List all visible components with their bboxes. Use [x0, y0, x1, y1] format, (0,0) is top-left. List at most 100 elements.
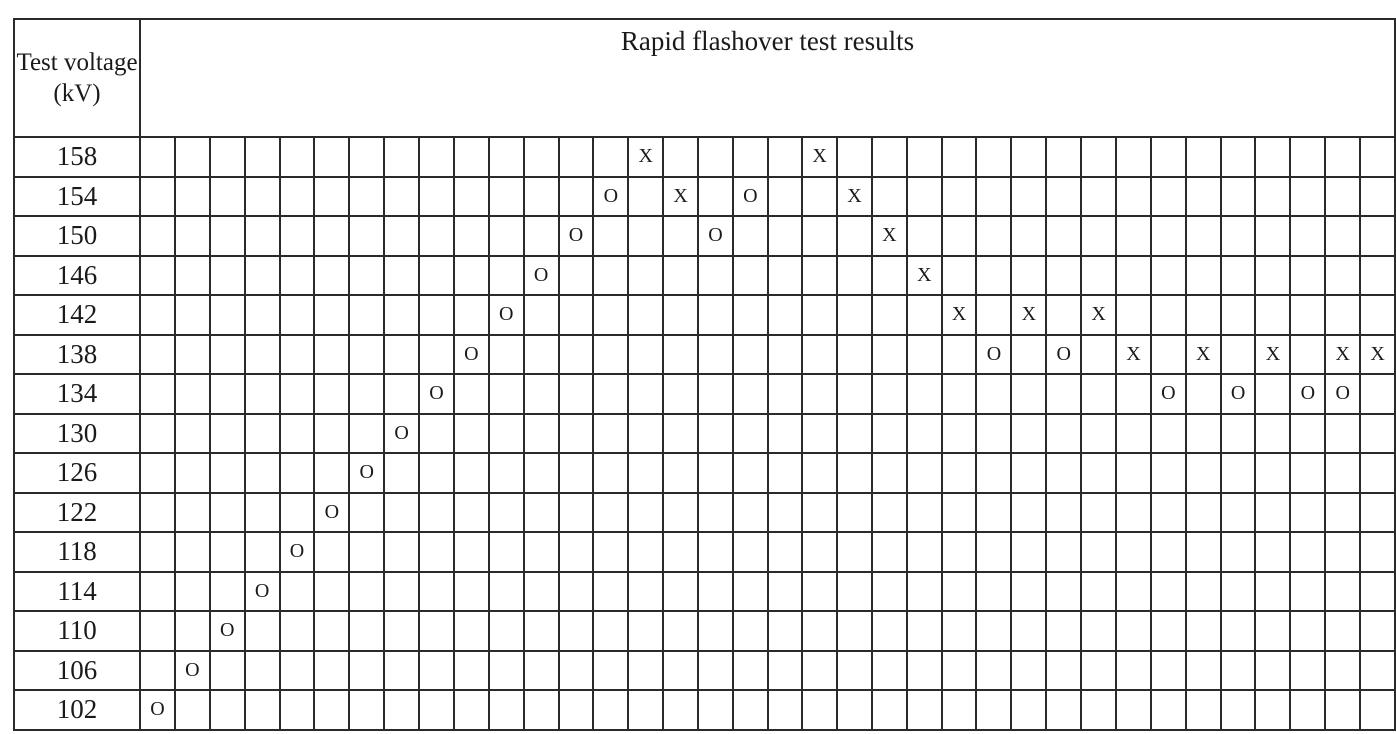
result-cell [348, 333, 386, 375]
result-cell [835, 412, 873, 454]
result-cell [1045, 689, 1083, 731]
result-cell [975, 452, 1013, 494]
result-cell [1324, 175, 1362, 217]
result-cell [208, 175, 246, 217]
result-cell [835, 294, 873, 336]
result-cell [452, 689, 490, 731]
result-cell [1149, 333, 1187, 375]
result-cell [522, 175, 560, 217]
result-cell [173, 254, 211, 296]
result-cell [1219, 610, 1257, 652]
result-cell [766, 373, 804, 415]
result-cell [1010, 412, 1048, 454]
result-cell [1219, 175, 1257, 217]
result-cell [452, 610, 490, 652]
result-cell [313, 689, 351, 731]
result-cell [418, 649, 455, 691]
result-cell [557, 452, 595, 494]
result-cell [348, 610, 386, 652]
result-cell [627, 649, 665, 691]
result-cell [801, 215, 838, 257]
result-cell [173, 294, 211, 336]
result-cell [1114, 531, 1152, 573]
result-cell [940, 254, 978, 296]
result-cell [870, 491, 908, 533]
result-cell [1010, 689, 1048, 731]
result-cell [139, 254, 176, 296]
result-cell [1324, 136, 1362, 178]
result-cell [1254, 412, 1292, 454]
result-cell [766, 175, 804, 217]
result-cell [278, 373, 316, 415]
result-cell [487, 136, 525, 178]
result-cell [1149, 610, 1187, 652]
result-cell [173, 610, 211, 652]
result-cell [905, 373, 943, 415]
result-cell [870, 373, 908, 415]
result-cell: O [975, 333, 1013, 375]
table-row: 134 O O O O O [12, 373, 1396, 415]
result-cell [522, 531, 560, 573]
result-cell [731, 294, 769, 336]
result-cell [348, 412, 386, 454]
result-cell [1114, 294, 1152, 336]
result-cell: X [905, 254, 943, 296]
result-cell [418, 333, 455, 375]
result-cell [870, 254, 908, 296]
result-cell [1010, 570, 1048, 612]
result-cell: O [697, 215, 734, 257]
result-cell [418, 452, 455, 494]
result-cell [1149, 412, 1187, 454]
result-cell [452, 531, 490, 573]
result-cell [1080, 373, 1117, 415]
result-cell [418, 412, 455, 454]
result-cell [1114, 412, 1152, 454]
result-cell [173, 689, 211, 731]
result-cell [975, 175, 1013, 217]
result-cell [592, 452, 630, 494]
result-cell [1359, 452, 1396, 494]
result-cell [766, 136, 804, 178]
result-cell [522, 333, 560, 375]
result-cell [418, 491, 455, 533]
result-cell [243, 175, 281, 217]
result-cell [1114, 215, 1152, 257]
result-cell [208, 254, 246, 296]
result-cell [731, 333, 769, 375]
result-cell [1324, 215, 1362, 257]
result-cell [278, 294, 316, 336]
result-cell [731, 412, 769, 454]
result-cell [940, 491, 978, 533]
result-cell [905, 610, 943, 652]
result-cell: X [662, 175, 700, 217]
result-cell [139, 215, 176, 257]
result-cell [662, 373, 700, 415]
result-cell [766, 412, 804, 454]
result-cell [1289, 412, 1327, 454]
result-cell [1149, 649, 1187, 691]
result-cell [1184, 531, 1222, 573]
result-cell [731, 254, 769, 296]
result-cell [1289, 136, 1327, 178]
result-cell [557, 689, 595, 731]
result-cell [348, 689, 386, 731]
result-cell [452, 373, 490, 415]
result-cell: O [731, 175, 769, 217]
result-cell: O [278, 531, 316, 573]
result-cell [835, 689, 873, 731]
result-cell: X [1080, 294, 1117, 336]
result-cell [592, 254, 630, 296]
result-cell [801, 452, 838, 494]
result-cell: X [1324, 333, 1362, 375]
result-cell [243, 333, 281, 375]
voltage-cell: 146 [12, 254, 142, 296]
result-cell [173, 491, 211, 533]
result-cell [801, 610, 838, 652]
result-cell [1080, 610, 1117, 652]
result-cell [801, 294, 838, 336]
result-cell [1359, 412, 1396, 454]
result-cell: O [1045, 333, 1083, 375]
result-cell [1114, 175, 1152, 217]
result-cell [348, 254, 386, 296]
result-cell [173, 175, 211, 217]
